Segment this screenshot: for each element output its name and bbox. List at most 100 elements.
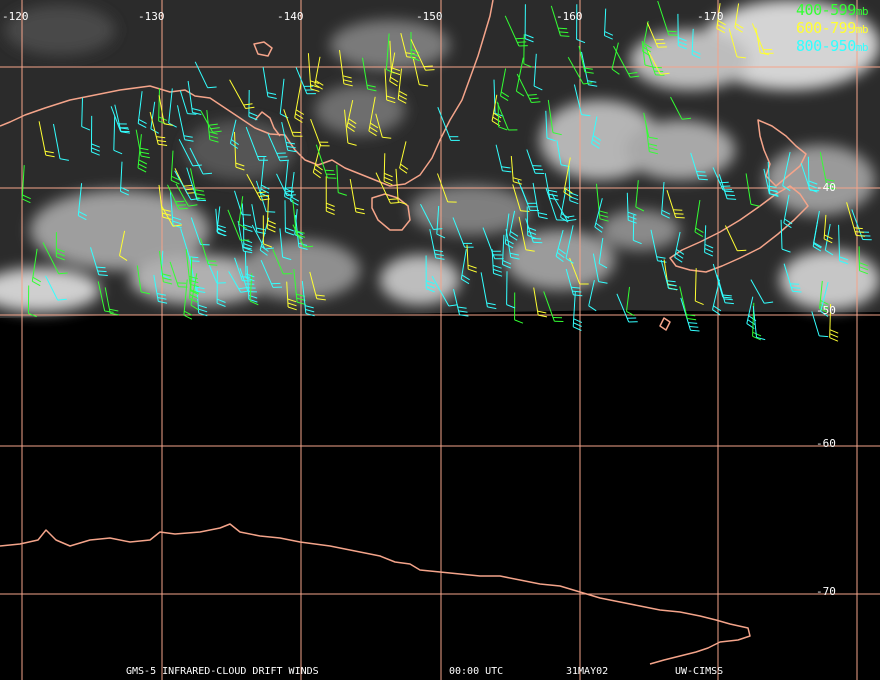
wind-barb <box>533 53 543 91</box>
wind-barb <box>694 200 704 238</box>
wind-barb <box>460 249 470 285</box>
wind-barb <box>362 57 377 92</box>
wind-barb <box>516 73 541 103</box>
wind-barb <box>592 253 608 284</box>
wind-barb <box>616 293 638 323</box>
coastlines <box>0 0 809 665</box>
wind-barb <box>716 275 734 305</box>
wind-barb <box>510 155 523 185</box>
legend-range: 800-950 <box>796 37 856 55</box>
wind-barb <box>824 223 834 256</box>
wind-barb <box>811 311 829 338</box>
stewart-island-coast <box>659 317 671 331</box>
wind-barb <box>190 168 206 200</box>
wind-barb <box>349 179 365 215</box>
wind-barb <box>429 229 445 260</box>
wind-barb <box>77 183 87 221</box>
wind-barb <box>272 249 293 275</box>
wind-barb <box>187 80 202 115</box>
wind-barb <box>645 122 659 155</box>
wind-barb <box>279 228 292 261</box>
legend-unit: mb <box>855 41 869 54</box>
wind-barb <box>283 109 303 137</box>
wind-barb <box>389 52 399 87</box>
australia-south-coast <box>0 0 494 187</box>
wind-barb <box>158 95 173 126</box>
satellite-imagery <box>0 0 880 318</box>
wind-barb <box>383 153 393 186</box>
wind-barb <box>160 205 182 227</box>
wind-barb <box>820 281 829 317</box>
wind-barb <box>526 149 545 174</box>
wind-barb <box>301 280 315 317</box>
wind-barb <box>497 102 508 131</box>
longitude-label: -170 <box>697 10 724 23</box>
wind-barb <box>410 39 435 71</box>
wind-barb <box>807 156 818 193</box>
wind-barb <box>734 3 744 33</box>
wind-barb <box>453 288 469 317</box>
wind-barb <box>515 57 525 97</box>
longitude-label: -140 <box>277 10 304 23</box>
new-zealand-north-island <box>757 119 807 187</box>
wind-barb <box>189 266 199 303</box>
wind-barb <box>169 261 188 288</box>
wind-barb <box>578 45 594 74</box>
wind-barb <box>565 268 583 297</box>
wind-barb <box>170 150 180 185</box>
wind-barb <box>694 268 704 306</box>
wind-barb <box>420 203 443 230</box>
longitude-label: -160 <box>556 10 583 23</box>
wind-barb <box>712 279 722 316</box>
antarctica-coast <box>0 523 751 665</box>
wind-barb <box>262 215 273 248</box>
wind-barb <box>480 272 497 310</box>
wind-barb <box>229 79 255 109</box>
longitude-label: -150 <box>416 10 443 23</box>
wind-barb <box>229 119 239 149</box>
wind-barb <box>149 111 168 146</box>
wind-barb <box>657 0 678 36</box>
wind-barb <box>823 214 833 244</box>
wind-barb <box>136 265 151 295</box>
wind-barb <box>755 27 770 56</box>
wind-barb <box>526 206 537 239</box>
wind-barb <box>512 184 530 212</box>
wind-barb <box>712 263 732 299</box>
kangaroo-island-coast <box>253 41 273 57</box>
wind-barb <box>53 123 69 161</box>
spencer-gulf-coast <box>254 111 281 137</box>
legend-range: 400-599 <box>796 1 856 19</box>
wind-barb <box>611 42 620 75</box>
wind-barb <box>113 116 123 155</box>
wind-barb <box>238 196 247 229</box>
wind-barb <box>632 214 642 245</box>
wind-barb <box>286 281 297 311</box>
wind-barb <box>251 224 274 250</box>
wind-barb <box>751 23 774 54</box>
wind-barb <box>21 165 31 204</box>
wind-barb <box>27 285 37 318</box>
wind-barb <box>532 182 548 220</box>
wind-barb <box>504 15 528 47</box>
wind-barb <box>543 291 564 322</box>
wind-barb <box>506 271 516 309</box>
wind-barb <box>346 99 357 133</box>
wind-barb <box>858 246 869 275</box>
wind-barb <box>344 109 357 146</box>
wind-barb <box>227 209 250 241</box>
wind-barb <box>716 3 726 34</box>
latitude-label: -70 <box>816 585 836 598</box>
wind-barb <box>641 41 654 68</box>
wind-barb <box>425 255 435 293</box>
wind-barb <box>31 248 42 287</box>
wind-barb <box>514 292 524 324</box>
wind-barb <box>260 157 270 198</box>
wind-barb <box>295 67 316 95</box>
wind-barb <box>159 250 173 285</box>
wind-barb <box>482 227 504 260</box>
wind-barb <box>55 232 65 261</box>
wind-barb <box>567 56 593 85</box>
wind-barb <box>410 31 420 62</box>
